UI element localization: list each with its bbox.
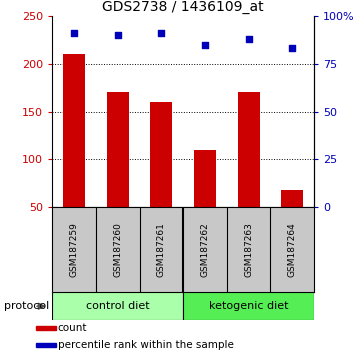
Text: GSM187262: GSM187262 <box>200 222 209 277</box>
Point <box>246 36 252 42</box>
Title: GDS2738 / 1436109_at: GDS2738 / 1436109_at <box>103 0 264 13</box>
Bar <box>52 292 183 320</box>
Bar <box>63 54 85 207</box>
Bar <box>36 326 56 330</box>
Bar <box>194 150 216 207</box>
Text: ketogenic diet: ketogenic diet <box>209 301 288 311</box>
Bar <box>281 190 303 207</box>
Text: GSM187260: GSM187260 <box>113 222 122 277</box>
Text: GSM187264: GSM187264 <box>288 222 297 277</box>
Text: GSM187259: GSM187259 <box>70 222 79 277</box>
Bar <box>107 92 129 207</box>
Point <box>115 32 121 38</box>
Bar <box>151 102 172 207</box>
Text: protocol: protocol <box>4 301 49 311</box>
Text: percentile rank within the sample: percentile rank within the sample <box>58 340 234 350</box>
Text: GSM187261: GSM187261 <box>157 222 166 277</box>
Bar <box>238 92 260 207</box>
Point <box>158 30 164 36</box>
Bar <box>36 343 56 347</box>
Bar <box>183 292 314 320</box>
Text: GSM187263: GSM187263 <box>244 222 253 277</box>
Text: control diet: control diet <box>86 301 149 311</box>
Text: count: count <box>58 323 87 333</box>
Point <box>202 42 208 47</box>
Point <box>290 46 295 51</box>
Point <box>71 30 77 36</box>
